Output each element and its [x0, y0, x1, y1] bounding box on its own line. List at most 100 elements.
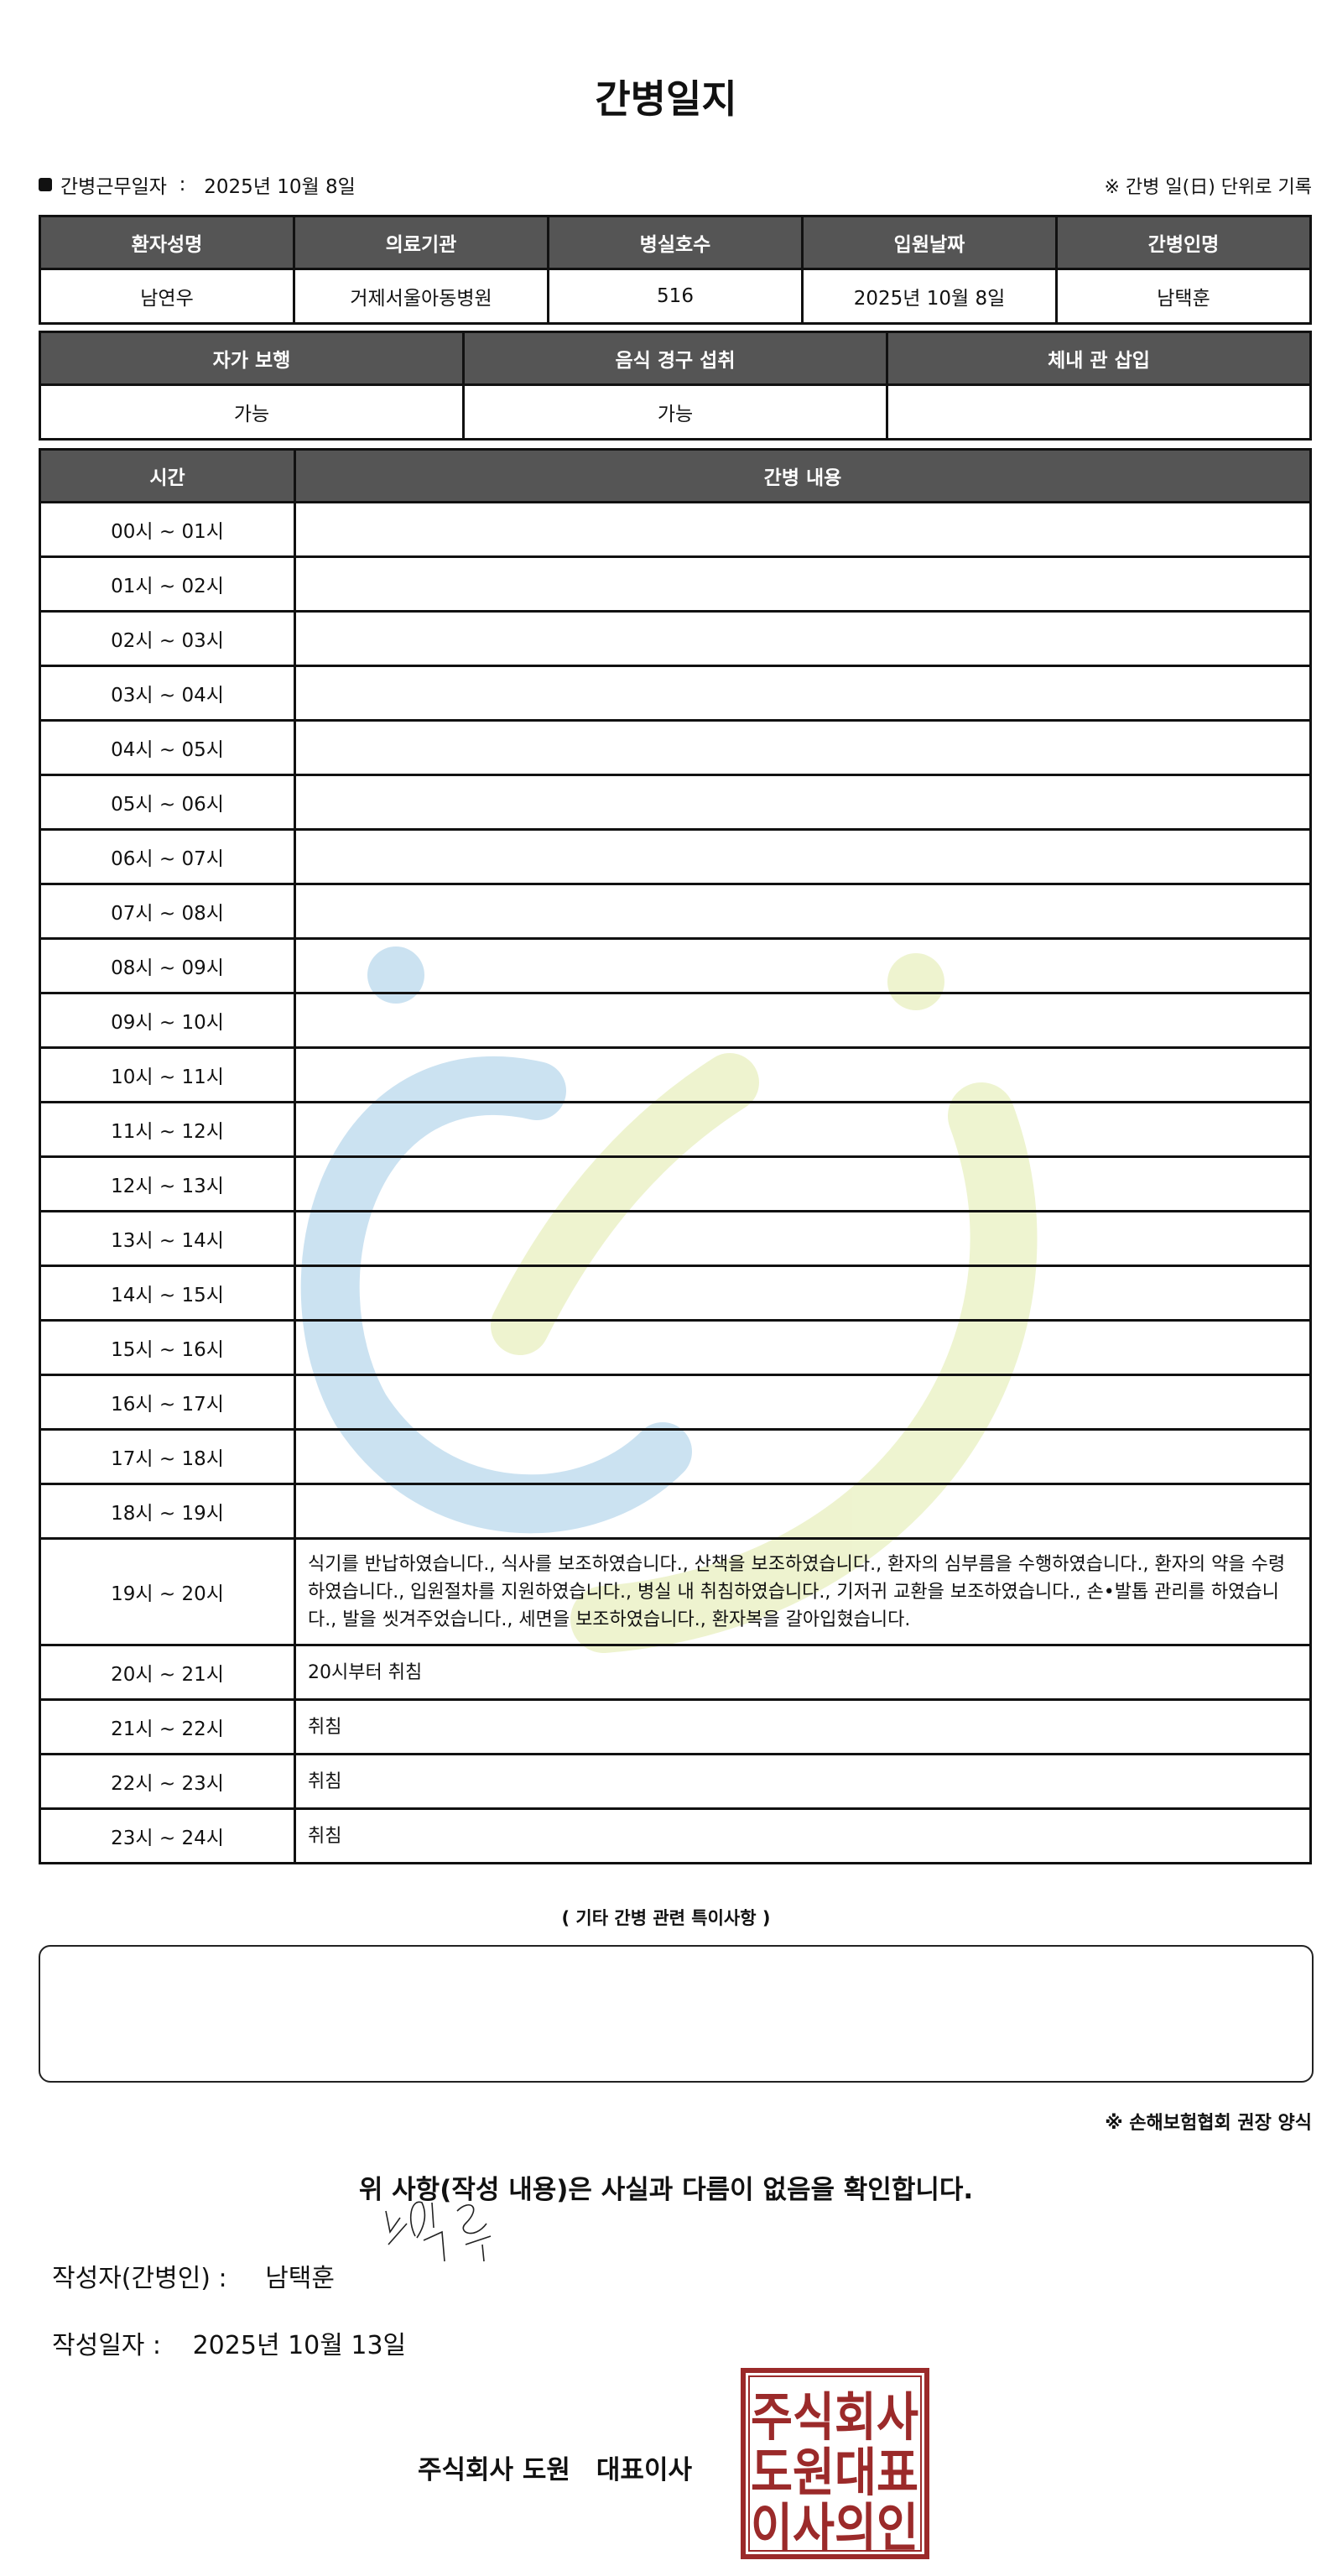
care-row-content — [294, 1155, 1312, 1212]
care-row-time: 06시 ~ 07시 — [39, 828, 296, 885]
care-row-content — [294, 501, 1312, 558]
header-time: 시간 — [39, 448, 296, 503]
care-row: 14시 ~ 15시 — [39, 1265, 1312, 1322]
stamp-text-line: 도원대표 — [751, 2442, 918, 2503]
care-row-time: 08시 ~ 09시 — [39, 937, 296, 994]
care-row-time: 10시 ~ 11시 — [39, 1046, 296, 1103]
form-source-note: ※ 손해보험협회 권장 양식 — [1105, 2113, 1312, 2134]
care-row-time: 05시 ~ 06시 — [39, 774, 296, 831]
care-row: 21시 ~ 22시 취침 — [39, 1698, 1312, 1755]
care-date-separator: : — [179, 174, 186, 196]
company-representative: 주식회사 도원 대표이사 — [418, 2455, 692, 2485]
square-bullet-icon — [39, 178, 52, 191]
care-row-time: 13시 ~ 14시 — [39, 1210, 296, 1267]
walking-value: 가능 — [39, 383, 465, 441]
care-row: 10시 ~ 11시 — [39, 1046, 1312, 1103]
hospital: 거제서울아동병원 — [293, 268, 549, 325]
care-row-content — [294, 1046, 1312, 1103]
care-row-content — [294, 937, 1312, 994]
care-row-content — [294, 1483, 1312, 1540]
writer-label: 작성자(간병인) : — [52, 2264, 227, 2293]
care-row-time: 16시 ~ 17시 — [39, 1374, 296, 1431]
care-row-content — [294, 828, 1312, 885]
care-row: 05시 ~ 06시 — [39, 774, 1312, 831]
record-unit-note: ※ 간병 일(日) 단위로 기록 — [1104, 177, 1313, 198]
care-row-time: 14시 ~ 15시 — [39, 1265, 296, 1322]
care-row-time: 00시 ~ 01시 — [39, 501, 296, 558]
care-row: 00시 ~ 01시 — [39, 501, 1312, 558]
care-row-content — [294, 610, 1312, 667]
stamp-text-line: 주식회사 — [751, 2386, 918, 2448]
care-row-content — [294, 992, 1312, 1049]
tube-value — [886, 383, 1312, 441]
care-row-content — [294, 555, 1312, 613]
patient-name: 남연우 — [39, 268, 295, 325]
written-date-line: 작성일자 : 2025년 10월 13일 — [52, 2324, 429, 2361]
care-row-time: 22시 ~ 23시 — [39, 1753, 296, 1810]
care-log-table: 시간 간병 내용 00시 ~ 01시 01시 ~ 02시 02시 ~ 03시 03시 … — [39, 448, 1312, 1864]
writer-line: 작성자(간병인) : 남택훈 — [52, 2257, 365, 2294]
care-row-time: 18시 ~ 19시 — [39, 1483, 296, 1540]
care-row-time: 02시 ~ 03시 — [39, 610, 296, 667]
care-row-content: 취침 — [294, 1807, 1312, 1864]
care-row-time: 21시 ~ 22시 — [39, 1698, 296, 1755]
care-row-time: 19시 ~ 20시 — [39, 1537, 296, 1646]
care-date-info: 간병근무일자 : 2025년 10월 8일 — [39, 170, 356, 199]
care-row-time: 17시 ~ 18시 — [39, 1428, 296, 1485]
care-row-time: 23시 ~ 24시 — [39, 1807, 296, 1864]
care-row: 13시 ~ 14시 — [39, 1210, 1312, 1267]
care-row-content — [294, 719, 1312, 776]
caregiver-name: 남택훈 — [1055, 268, 1312, 325]
care-row-time: 15시 ~ 16시 — [39, 1319, 296, 1376]
care-row: 20시 ~ 21시 20시부터 취침 — [39, 1644, 1312, 1701]
care-row-content — [294, 883, 1312, 940]
header-walking: 자가 보행 — [39, 331, 465, 386]
care-row-content — [294, 1265, 1312, 1322]
care-row-time: 12시 ~ 13시 — [39, 1155, 296, 1212]
room: 516 — [547, 268, 804, 325]
care-row-content: 식기를 반납하였습니다., 식사를 보조하였습니다., 산책을 보조하였습니다.… — [294, 1537, 1312, 1646]
care-row: 16시 ~ 17시 — [39, 1374, 1312, 1431]
header-patient-name: 환자성명 — [39, 215, 295, 270]
care-row: 04시 ~ 05시 — [39, 719, 1312, 776]
patient-info-table: 환자성명 의료기관 병실호수 입원날짜 간병인명 남연우 거제서울아동병원 51… — [39, 215, 1312, 325]
care-row-time: 20시 ~ 21시 — [39, 1644, 296, 1701]
special-notes-box — [39, 1945, 1314, 2083]
care-row-time: 03시 ~ 04시 — [39, 665, 296, 722]
care-row-content — [294, 774, 1312, 831]
care-row: 19시 ~ 20시 식기를 반납하였습니다., 식사를 보조하였습니다., 산책을… — [39, 1537, 1312, 1646]
care-row-time: 11시 ~ 12시 — [39, 1101, 296, 1158]
care-row: 23시 ~ 24시 취침 — [39, 1807, 1312, 1864]
header-oral-intake: 음식 경구 섭취 — [462, 331, 888, 386]
care-row: 12시 ~ 13시 — [39, 1155, 1312, 1212]
care-row-time: 09시 ~ 10시 — [39, 992, 296, 1049]
header-tube: 체내 관 삽입 — [886, 331, 1312, 386]
care-row-time: 01시 ~ 02시 — [39, 555, 296, 613]
care-row: 09시 ~ 10시 — [39, 992, 1312, 1049]
care-row-time: 07시 ~ 08시 — [39, 883, 296, 940]
care-row: 03시 ~ 04시 — [39, 665, 1312, 722]
care-row: 18시 ~ 19시 — [39, 1483, 1312, 1540]
care-row-content — [294, 1101, 1312, 1158]
care-row-content: 취침 — [294, 1698, 1312, 1755]
care-row: 07시 ~ 08시 — [39, 883, 1312, 940]
signature — [385, 2201, 492, 2262]
header-hospital: 의료기관 — [293, 215, 549, 270]
header-caregiver-name: 간병인명 — [1055, 215, 1312, 270]
header-admission-date: 입원날짜 — [801, 215, 1058, 270]
oral-intake-value: 가능 — [462, 383, 888, 441]
care-row: 08시 ~ 09시 — [39, 937, 1312, 994]
care-row-content — [294, 1428, 1312, 1485]
company-seal-stamp: 주식회사 도원대표 이사의인 — [741, 2368, 929, 2559]
care-row-content: 취침 — [294, 1753, 1312, 1810]
care-row: 15시 ~ 16시 — [39, 1319, 1312, 1376]
patient-status-table: 자가 보행 음식 경구 섭취 체내 관 삽입 가능 가능 — [39, 331, 1312, 441]
confirmation-statement: 위 사항(작성 내용)은 사실과 다름이 없음을 확인합니다. — [358, 2175, 974, 2205]
admission-date: 2025년 10월 8일 — [801, 268, 1058, 325]
writer-name: 남택훈 — [265, 2264, 336, 2293]
care-date-value: 2025년 10월 8일 — [204, 176, 356, 198]
care-row-content — [294, 665, 1312, 722]
care-row: 02시 ~ 03시 — [39, 610, 1312, 667]
care-row-time: 04시 ~ 05시 — [39, 719, 296, 776]
care-date-label: 간병근무일자 — [60, 176, 167, 198]
